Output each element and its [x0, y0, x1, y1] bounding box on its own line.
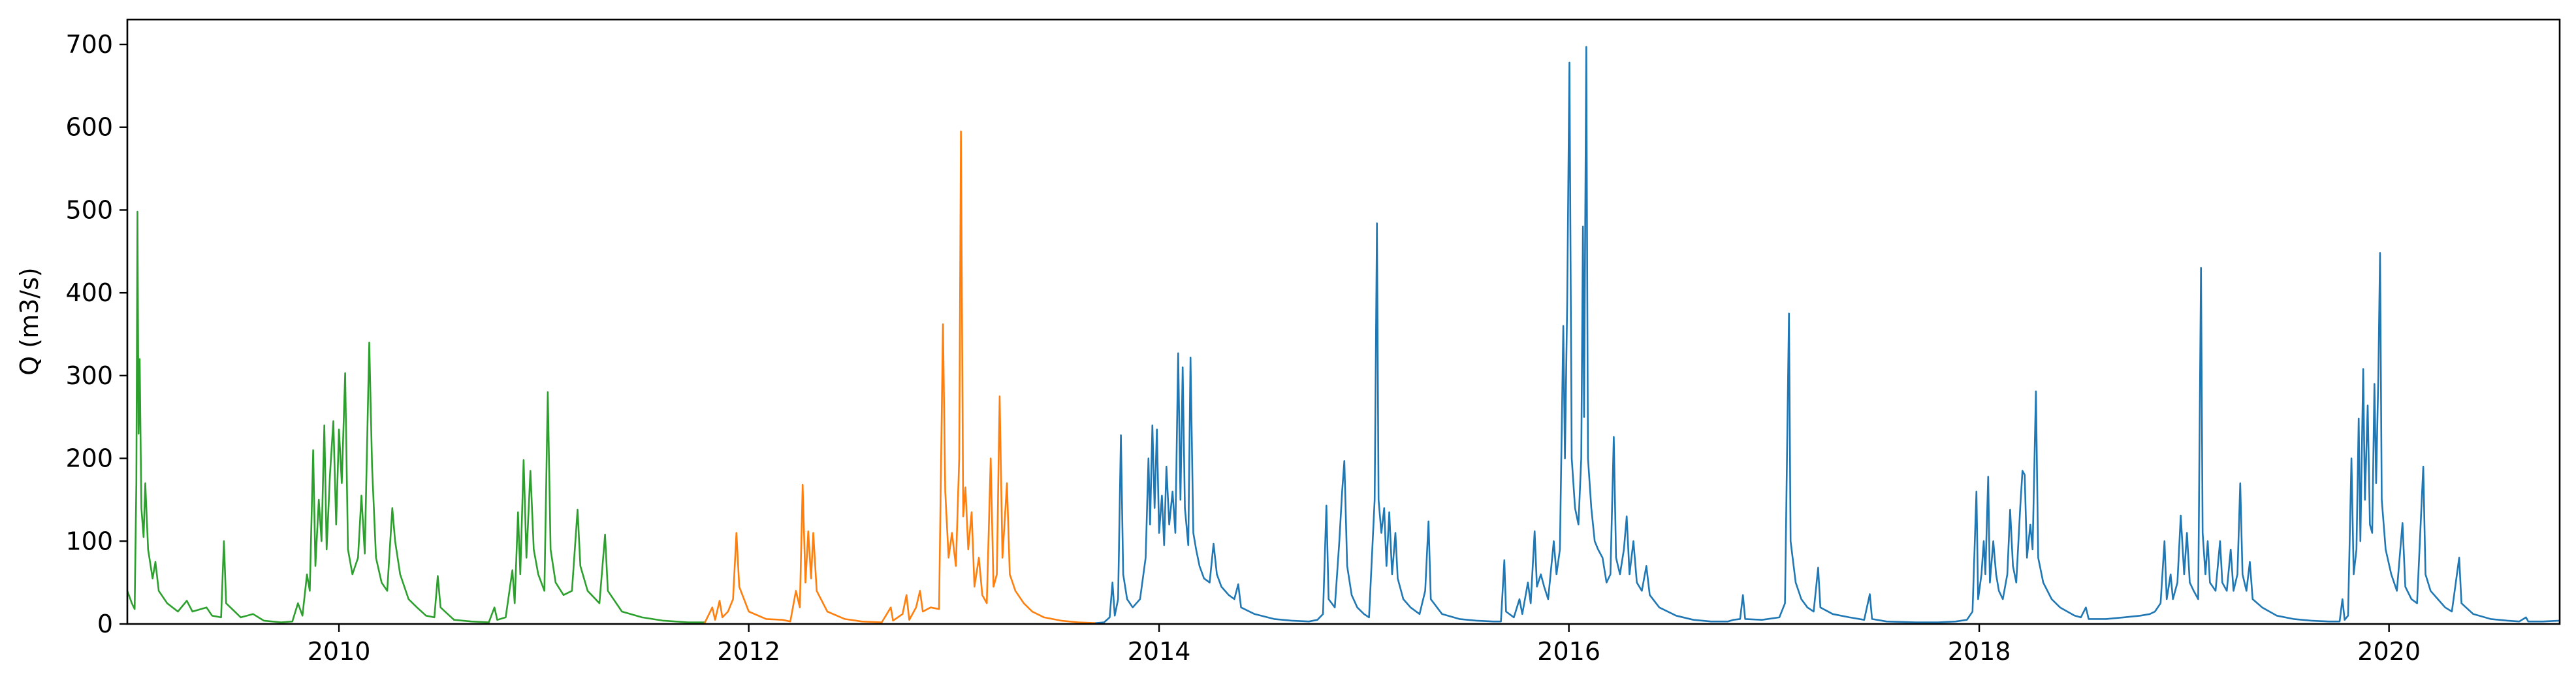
y-axis-label: Q (m3/s) — [15, 267, 44, 375]
y-tick-label: 600 — [65, 113, 113, 142]
y-tick-label: 700 — [65, 30, 113, 59]
x-axis: 2010 2012 2014 2016 2018 2020 — [308, 624, 2421, 666]
x-tick-label: 2018 — [1948, 637, 2011, 666]
y-tick-label: 100 — [65, 527, 113, 555]
x-tick-label: 2014 — [1128, 637, 1191, 666]
y-axis: 0 100 200 300 400 500 600 700 — [65, 30, 127, 638]
y-tick-label: 300 — [65, 361, 113, 390]
x-tick-label: 2012 — [717, 637, 780, 666]
series-line-3 — [1094, 46, 2561, 624]
y-tick-label: 0 — [97, 610, 113, 638]
series-line-2 — [704, 130, 1097, 624]
y-tick-label: 200 — [65, 444, 113, 473]
series-layer — [126, 46, 2561, 624]
x-tick-label: 2010 — [308, 637, 371, 666]
y-tick-label: 400 — [65, 278, 113, 307]
series-line-1 — [126, 210, 706, 623]
x-tick-label: 2020 — [2357, 637, 2421, 666]
x-tick-label: 2016 — [1537, 637, 1600, 666]
y-tick-label: 500 — [65, 195, 113, 224]
plot-frame — [126, 18, 2561, 625]
